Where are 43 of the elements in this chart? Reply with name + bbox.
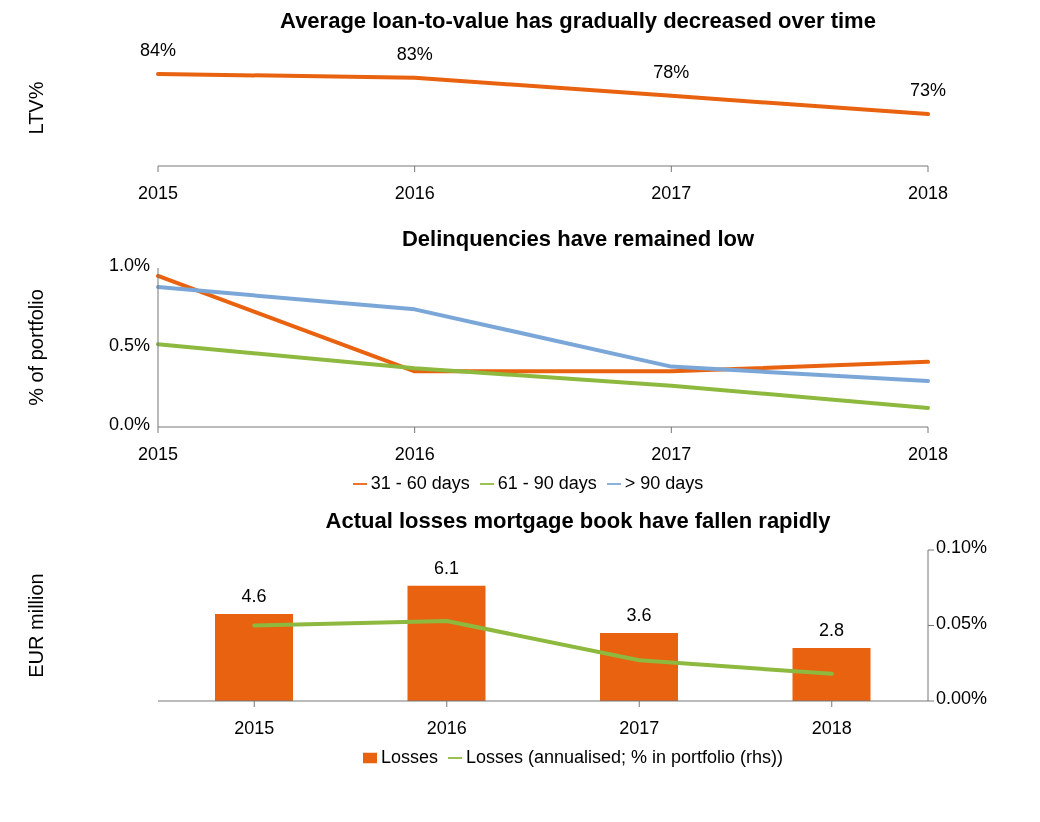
chart-title: Average loan-to-value has gradually decreased over time [279,8,877,35]
y-tick-label: 0.0% [108,414,150,435]
data-label: 78% [653,61,690,82]
x-tick-label: 2018 [907,443,949,464]
line-series [156,342,930,410]
x-tick-label: 2016 [394,443,435,464]
data-label: 6.1 [433,557,460,578]
data-label: 83% [396,43,433,64]
x-tick-label: 2015 [234,717,275,738]
y-tick-label: 0.5% [108,334,150,355]
x-tick-label: 2017 [619,717,660,738]
y2-tick-label: 0.10% [936,537,988,558]
data-label: 4.6 [241,586,267,607]
bar [407,585,486,701]
y-axis-title: EUR million [25,573,48,678]
y-axis-title: % of portfolio [25,289,48,406]
legend-label: Losses (annualised; % in portfolio (rhs)) [465,747,784,767]
y-axis-title: LTV% [25,81,48,135]
x-tick-label: 2017 [651,443,692,464]
legend-label: > 90 days [624,473,704,493]
x-tick-label: 2015 [137,443,179,464]
bar [215,614,293,701]
data-label: 84% [139,40,177,60]
legend-label: 61 - 90 days [497,473,597,493]
chart-title: Actual losses mortgage book have fallen rapidly [324,508,832,535]
data-label: 73% [909,80,947,100]
y2-tick-label: 0.00% [936,688,988,709]
data-label: 2.8 [818,620,845,641]
data-label: 3.6 [626,604,652,625]
x-tick-label: 2017 [651,182,692,203]
legend-label: 31 - 60 days [370,473,470,493]
bar [792,648,871,701]
x-tick-label: 2016 [394,182,435,203]
y2-tick-label: 0.05% [936,612,988,633]
x-tick-label: 2015 [137,182,179,203]
bar [600,632,678,701]
x-tick-label: 2018 [811,717,852,738]
line-series [156,285,930,383]
y-tick-label: 1.0% [108,255,150,276]
chart-title: Delinquencies have remained low [400,226,756,253]
x-tick-label: 2016 [426,717,467,738]
x-tick-label: 2018 [907,182,949,203]
legend-label: Losses [380,747,438,767]
